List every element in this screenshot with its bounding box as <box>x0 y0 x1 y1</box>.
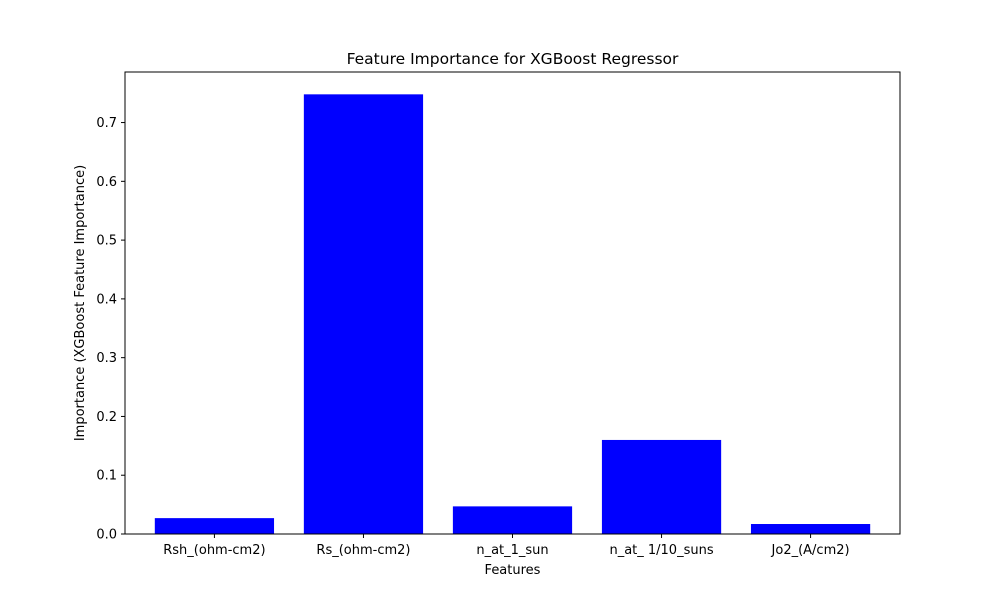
y-tick-label: 0.1 <box>96 469 117 484</box>
x-tick-label: Jo2_(A/cm2) <box>771 543 850 558</box>
x-axis-label: Features <box>485 563 541 578</box>
bar-3 <box>452 506 573 534</box>
y-tick-label: 0.3 <box>96 351 117 366</box>
y-axis-ticks: 0.0 0.1 0.2 0.3 0.4 0.5 0.6 0.7 <box>96 116 125 543</box>
bar-4 <box>601 439 722 534</box>
y-tick-label: 0.4 <box>96 292 117 307</box>
y-tick-label: 0.7 <box>96 116 117 131</box>
x-tick-label: n_at_ 1/10_suns <box>609 543 713 558</box>
y-tick-label: 0.5 <box>96 234 117 249</box>
x-tick-label: Rs_(ohm-cm2) <box>316 543 410 558</box>
bar-5 <box>750 524 871 534</box>
y-tick-label: 0.2 <box>96 410 117 425</box>
bars-group <box>154 94 871 534</box>
bar-1 <box>154 518 275 534</box>
x-axis-ticks: Rsh_(ohm-cm2) Rs_(ohm-cm2) n_at_1_sun n_at_… <box>163 534 850 558</box>
y-axis-label: Importance (XGBoost Feature Importance) <box>73 165 88 441</box>
bar-2 <box>303 94 424 534</box>
chart-title: Feature Importance for XGBoost Regressor <box>347 50 679 68</box>
x-tick-label: Rsh_(ohm-cm2) <box>163 543 265 558</box>
y-tick-label: 0.0 <box>96 528 117 543</box>
x-tick-label: n_at_1_sun <box>476 543 548 558</box>
y-tick-label: 0.6 <box>96 175 117 190</box>
